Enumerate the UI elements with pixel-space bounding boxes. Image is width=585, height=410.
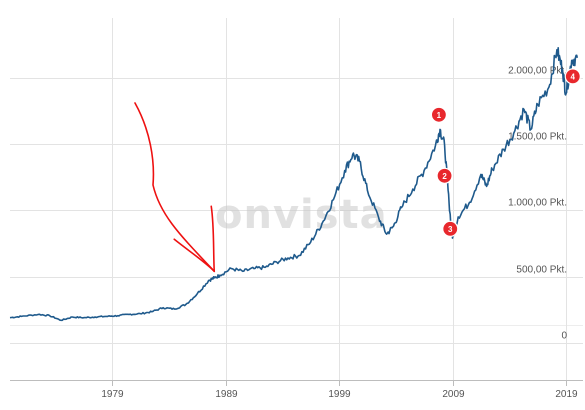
y-tick-label: 500,00 Pkt. bbox=[516, 265, 567, 276]
watermark-logo: onvista bbox=[215, 192, 388, 238]
marker-4: 4 bbox=[564, 68, 581, 85]
y-tick-labels: 0 500,00 Pkt. 1.000,00 Pkt. 1.500,00 Pkt. 2.… bbox=[508, 66, 567, 342]
x-tick-label: 2019 bbox=[555, 389, 578, 400]
arrow-head-left bbox=[173, 238, 216, 273]
marker-circle bbox=[564, 68, 581, 85]
arrow-shaft bbox=[134, 102, 216, 273]
marker-circle bbox=[436, 167, 453, 184]
marker-3: 3 bbox=[442, 220, 459, 237]
x-axis: 1979 1989 1999 2009 2019 bbox=[10, 380, 583, 400]
x-tick-label: 1979 bbox=[101, 389, 124, 400]
x-tick-label: 1999 bbox=[328, 389, 351, 400]
grid-lines bbox=[10, 18, 583, 380]
x-tick-label: 1989 bbox=[215, 389, 238, 400]
y-tick-label: 2.000,00 Pkt. bbox=[508, 66, 567, 77]
marker-label: 4 bbox=[571, 72, 576, 81]
y-tick-label: 1.500,00 Pkt. bbox=[508, 132, 567, 143]
marker-label: 3 bbox=[448, 225, 453, 234]
x-tick-label: 2009 bbox=[442, 389, 465, 400]
marker-2: 2 bbox=[436, 167, 453, 184]
annotation-arrow bbox=[134, 102, 216, 273]
marker-1: 1 bbox=[430, 106, 447, 123]
arrow-head-right bbox=[210, 205, 216, 273]
markers: 1 2 3 4 bbox=[430, 68, 581, 237]
marker-circle bbox=[430, 106, 447, 123]
y-tick-label: 0 bbox=[561, 331, 567, 342]
marker-label: 1 bbox=[437, 111, 442, 120]
marker-label: 2 bbox=[442, 172, 447, 181]
series-line bbox=[9, 47, 579, 322]
y-tick-label: 1.000,00 Pkt. bbox=[508, 198, 567, 209]
marker-circle bbox=[442, 220, 459, 237]
